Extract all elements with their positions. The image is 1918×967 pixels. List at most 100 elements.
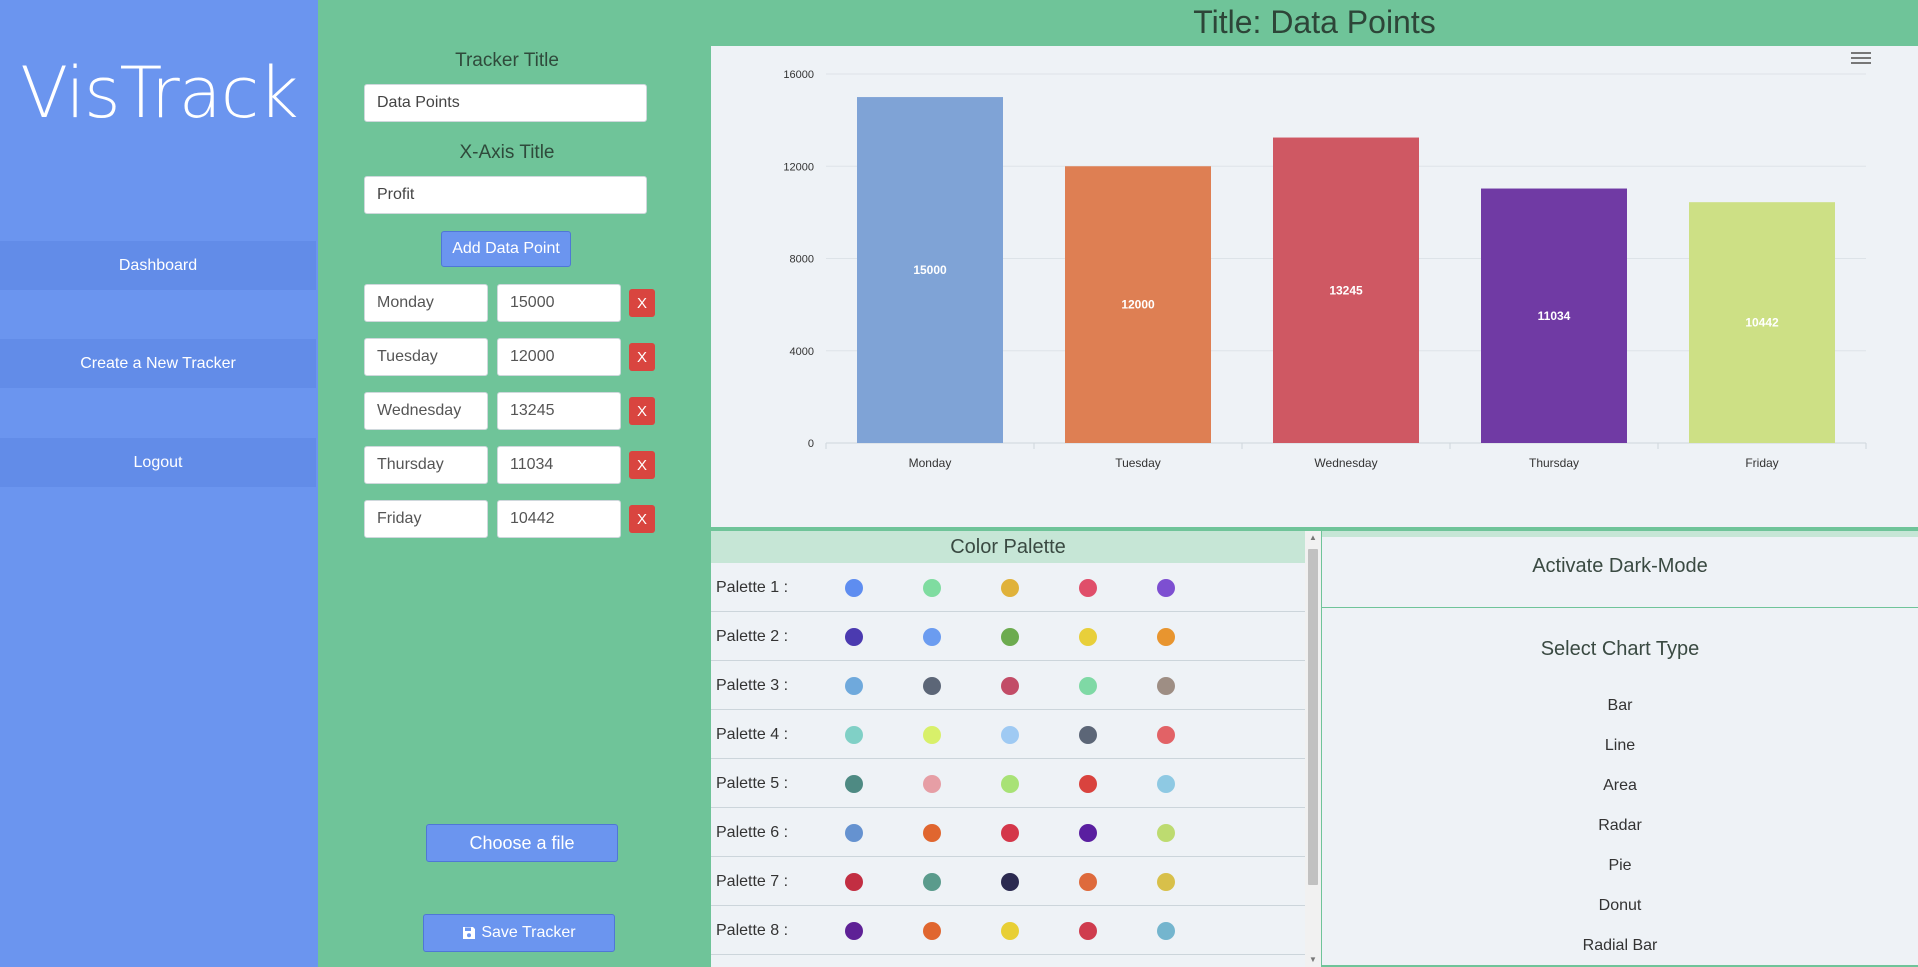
palette-row[interactable]: Palette 3 : bbox=[711, 661, 1305, 710]
xaxis-title-input[interactable] bbox=[364, 176, 647, 214]
palette-color-swatch[interactable] bbox=[1079, 628, 1097, 646]
x-tick-label: Friday bbox=[1745, 456, 1778, 470]
palette-color-swatch[interactable] bbox=[1001, 922, 1019, 940]
data-point-row: X bbox=[364, 338, 664, 376]
palette-color-swatch[interactable] bbox=[845, 922, 863, 940]
palette-color-swatch[interactable] bbox=[1079, 824, 1097, 842]
palette-color-swatch[interactable] bbox=[845, 628, 863, 646]
palette-color-swatch[interactable] bbox=[845, 579, 863, 597]
x-tick-label: Tuesday bbox=[1115, 456, 1161, 470]
scroll-down-icon[interactable]: ▼ bbox=[1309, 955, 1317, 964]
palette-label: Palette 4 : bbox=[716, 726, 789, 743]
palette-label: Palette 5 : bbox=[716, 775, 789, 792]
palette-color-swatch[interactable] bbox=[845, 726, 863, 744]
palette-color-swatch[interactable] bbox=[923, 873, 941, 891]
palette-color-swatch[interactable] bbox=[845, 824, 863, 842]
palette-color-swatch[interactable] bbox=[923, 824, 941, 842]
palette-color-swatch[interactable] bbox=[1157, 873, 1175, 891]
palette-label: Palette 1 : bbox=[716, 579, 789, 596]
palette-color-swatch[interactable] bbox=[1079, 775, 1097, 793]
palette-color-swatch[interactable] bbox=[1079, 922, 1097, 940]
data-point-value-input[interactable] bbox=[497, 392, 621, 430]
palette-color-swatch[interactable] bbox=[845, 775, 863, 793]
palette-row[interactable]: Palette 6 : bbox=[711, 808, 1305, 857]
hamburger-menu-icon[interactable] bbox=[1851, 52, 1871, 66]
palette-color-swatch[interactable] bbox=[1001, 873, 1019, 891]
chart-type-area[interactable]: Area bbox=[1603, 777, 1637, 794]
palette-color-swatch[interactable] bbox=[923, 677, 941, 695]
palette-row[interactable]: Palette 4 : bbox=[711, 710, 1305, 759]
remove-data-point-button[interactable]: X bbox=[629, 451, 655, 479]
choose-file-button[interactable]: Choose a file bbox=[426, 824, 618, 862]
palette-color-swatch[interactable] bbox=[1079, 579, 1097, 597]
chart-type-radar[interactable]: Radar bbox=[1598, 817, 1642, 834]
nav-logout[interactable]: Logout bbox=[0, 438, 316, 487]
data-point-label-input[interactable] bbox=[364, 500, 488, 538]
chart-type-donut[interactable]: Donut bbox=[1598, 897, 1642, 914]
palette-scrollbar[interactable]: ▲ ▼ bbox=[1305, 531, 1321, 967]
palette-color-swatch[interactable] bbox=[923, 922, 941, 940]
chart-type-pie[interactable]: Pie bbox=[1608, 857, 1632, 874]
remove-data-point-button[interactable]: X bbox=[629, 289, 655, 317]
palette-color-swatch[interactable] bbox=[1001, 677, 1019, 695]
data-point-label-input[interactable] bbox=[364, 392, 488, 430]
options-divider bbox=[1322, 607, 1918, 608]
palette-row[interactable]: Palette 5 : bbox=[711, 759, 1305, 808]
data-point-label-input[interactable] bbox=[364, 284, 488, 322]
palette-color-swatch[interactable] bbox=[1157, 775, 1175, 793]
palette-color-swatch[interactable] bbox=[1157, 579, 1175, 597]
palette-color-swatch[interactable] bbox=[1001, 628, 1019, 646]
palette-color-swatch[interactable] bbox=[1157, 922, 1175, 940]
x-tick-label: Monday bbox=[909, 456, 952, 470]
x-tick-label: Thursday bbox=[1529, 456, 1579, 470]
palette-color-swatch[interactable] bbox=[1001, 775, 1019, 793]
data-point-label-input[interactable] bbox=[364, 338, 488, 376]
remove-data-point-button[interactable]: X bbox=[629, 343, 655, 371]
nav-dashboard[interactable]: Dashboard bbox=[0, 241, 316, 290]
data-point-value-input[interactable] bbox=[497, 446, 621, 484]
palette-color-swatch[interactable] bbox=[923, 628, 941, 646]
tracker-title-input[interactable] bbox=[364, 84, 647, 122]
chart-area: 0 4000 8000 12000 16000 15000 Monday 12000 Tuesd… bbox=[711, 46, 1918, 529]
palette-color-swatch[interactable] bbox=[845, 677, 863, 695]
palette-row[interactable]: Palette 2 : bbox=[711, 612, 1305, 661]
palette-row[interactable]: Palette 7 : bbox=[711, 857, 1305, 906]
dark-mode-toggle[interactable]: Activate Dark-Mode bbox=[1532, 555, 1708, 577]
palette-color-swatch[interactable] bbox=[1157, 628, 1175, 646]
palette-color-swatch[interactable] bbox=[1001, 726, 1019, 744]
bar-data-label: 11034 bbox=[1538, 309, 1571, 323]
palette-color-swatch[interactable] bbox=[923, 579, 941, 597]
palette-color-swatch[interactable] bbox=[1079, 726, 1097, 744]
palette-color-swatch[interactable] bbox=[1001, 579, 1019, 597]
remove-data-point-button[interactable]: X bbox=[629, 505, 655, 533]
chart-type-radial-bar[interactable]: Radial Bar bbox=[1582, 937, 1658, 954]
add-data-point-button[interactable]: Add Data Point bbox=[441, 231, 571, 267]
xaxis-title-label: X-Axis Title bbox=[459, 142, 555, 163]
data-point-value-input[interactable] bbox=[497, 338, 621, 376]
palette-row[interactable]: Palette 8 : bbox=[711, 906, 1305, 955]
palette-label: Palette 3 : bbox=[716, 677, 789, 694]
chart-type-line[interactable]: Line bbox=[1604, 737, 1636, 754]
remove-data-point-button[interactable]: X bbox=[629, 397, 655, 425]
chart-type-bar[interactable]: Bar bbox=[1607, 697, 1633, 714]
scroll-up-icon[interactable]: ▲ bbox=[1309, 533, 1317, 542]
nav-create-tracker[interactable]: Create a New Tracker bbox=[0, 339, 316, 388]
palette-row[interactable]: Palette 1 : bbox=[711, 563, 1305, 612]
chart-type-heading: Select Chart Type bbox=[1540, 638, 1700, 660]
data-point-value-input[interactable] bbox=[497, 284, 621, 322]
palette-color-swatch[interactable] bbox=[1157, 726, 1175, 744]
palette-color-swatch[interactable] bbox=[923, 726, 941, 744]
palette-label: Palette 8 : bbox=[716, 922, 789, 939]
data-point-label-input[interactable] bbox=[364, 446, 488, 484]
save-tracker-button[interactable]: Save Tracker bbox=[423, 914, 615, 952]
palette-color-swatch[interactable] bbox=[1079, 873, 1097, 891]
palette-color-swatch[interactable] bbox=[1157, 677, 1175, 695]
palette-color-swatch[interactable] bbox=[923, 775, 941, 793]
palette-color-swatch[interactable] bbox=[845, 873, 863, 891]
palette-scroll-thumb[interactable] bbox=[1308, 549, 1318, 885]
palette-color-swatch[interactable] bbox=[1001, 824, 1019, 842]
bar-data-label: 10442 bbox=[1745, 316, 1779, 330]
palette-color-swatch[interactable] bbox=[1079, 677, 1097, 695]
palette-color-swatch[interactable] bbox=[1157, 824, 1175, 842]
data-point-value-input[interactable] bbox=[497, 500, 621, 538]
